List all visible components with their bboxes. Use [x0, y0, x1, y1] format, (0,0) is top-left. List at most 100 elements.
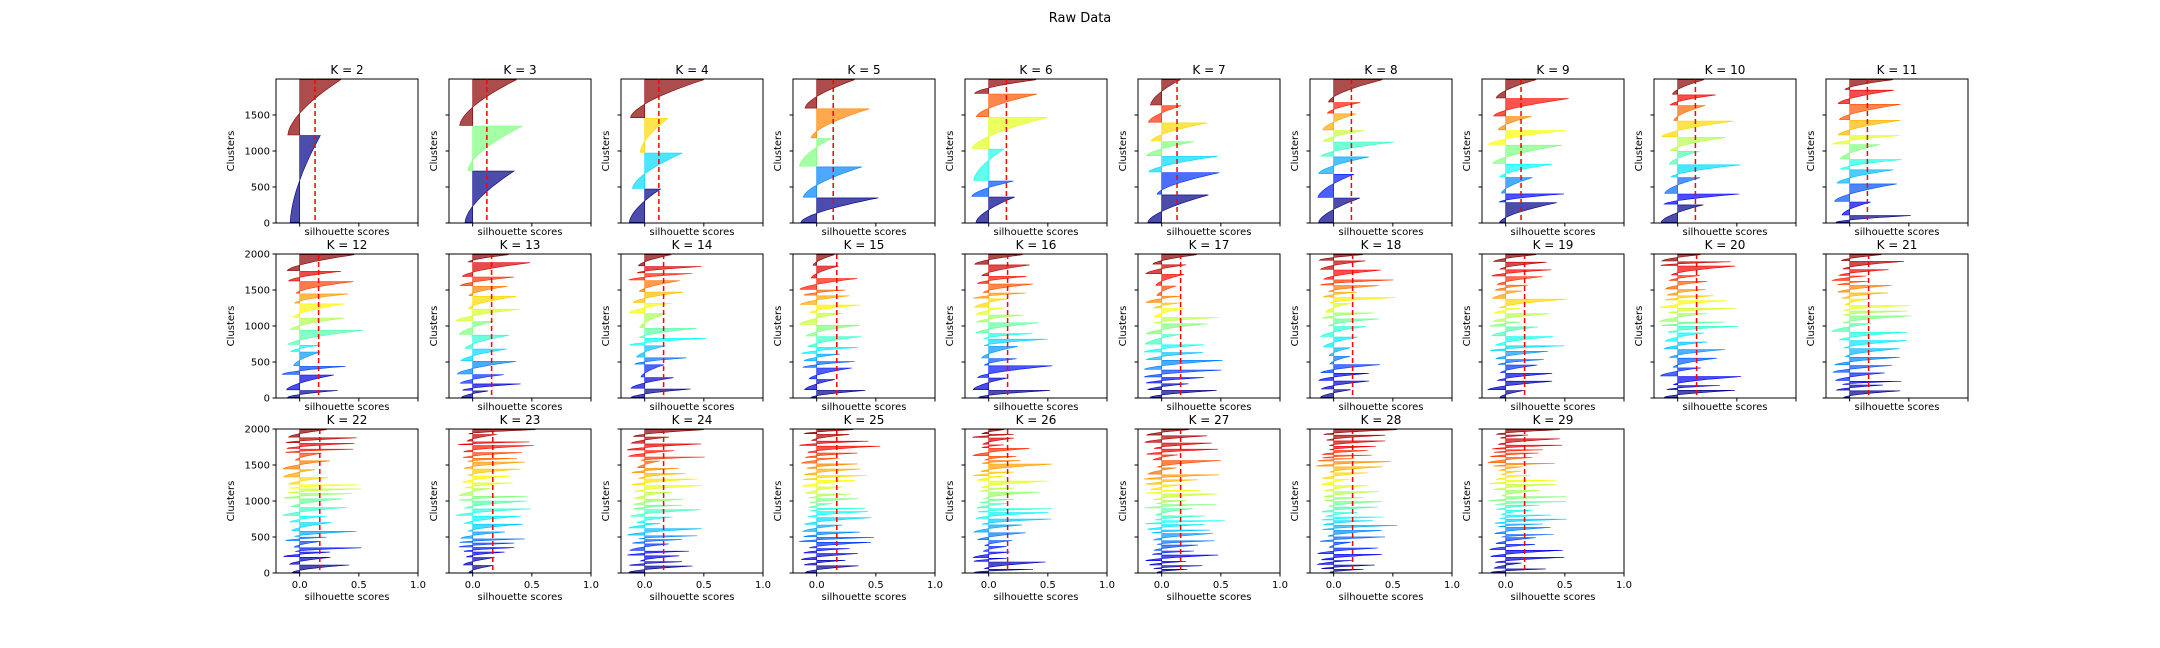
silhouette-cluster-15 [1155, 274, 1184, 286]
silhouette-bands [628, 254, 707, 398]
silhouette-cluster-1 [1156, 569, 1188, 573]
silhouette-bands [1318, 254, 1396, 398]
silhouette-cluster-15 [1156, 500, 1187, 504]
silhouette-cluster-12 [1325, 512, 1358, 517]
silhouette-cluster-24 [633, 429, 704, 437]
silhouette-cluster-18 [1488, 479, 1557, 484]
silhouette-cluster-4 [293, 351, 321, 366]
x-axis-label: silhouette scores [305, 227, 390, 238]
x-axis-label: silhouette scores [1511, 402, 1596, 413]
panel-title: K = 29 [1533, 413, 1574, 427]
silhouette-cluster-3 [639, 118, 669, 153]
silhouette-cluster-12 [628, 273, 693, 281]
silhouette-cluster-14 [983, 491, 1040, 499]
silhouette-cluster-9 [1495, 79, 1537, 99]
silhouette-cluster-16 [1153, 493, 1218, 500]
silhouette-cluster-16 [974, 254, 1023, 265]
y-axis-label: Clusters [1118, 131, 1129, 172]
silhouette-cluster-15 [1324, 497, 1363, 502]
silhouette-cluster-11 [1844, 79, 1894, 90]
silhouette-cluster-1 [1660, 204, 1704, 223]
y-axis-label: Clusters [1290, 481, 1301, 522]
silhouette-cluster-9 [289, 515, 327, 523]
silhouette-cluster-1 [286, 390, 338, 398]
x-tick-label: 0.0 [981, 580, 997, 591]
y-axis-label: Clusters [1462, 306, 1473, 347]
silhouette-cluster-27 [1326, 434, 1386, 441]
silhouette-cluster-1 [1499, 202, 1557, 223]
x-axis-label: silhouette scores [478, 402, 563, 413]
silhouette-cluster-15 [1494, 284, 1528, 291]
silhouette-bands [1317, 79, 1394, 223]
silhouette-cluster-1 [978, 390, 1051, 398]
silhouette-cluster-10 [282, 507, 348, 516]
panel-title: K = 25 [844, 413, 885, 427]
silhouette-bands [1831, 254, 1912, 398]
silhouette-cluster-12 [1329, 297, 1396, 303]
x-tick-label: 1.0 [755, 580, 771, 591]
silhouette-cluster-8 [1843, 340, 1907, 349]
silhouette-bands [798, 254, 866, 398]
silhouette-cluster-13 [458, 488, 491, 496]
panel-k26: K = 26 0.0 0.5 1.0 silhouette scores Clusters [945, 413, 1115, 603]
axes-frame [1825, 253, 1969, 399]
silhouette-cluster-10 [468, 286, 508, 296]
silhouette-cluster-15 [979, 487, 1015, 492]
x-tick-label: 0.5 [1385, 580, 1401, 591]
silhouette-cluster-17 [802, 475, 867, 480]
silhouette-cluster-26 [1329, 440, 1386, 446]
silhouette-cluster-27 [1498, 438, 1560, 445]
silhouette-cluster-15 [287, 477, 329, 485]
y-axis-label: Clusters [601, 131, 612, 172]
y-axis-label: Clusters [1462, 131, 1473, 172]
silhouette-cluster-10 [1831, 323, 1872, 332]
silhouette-cluster-14 [1156, 285, 1177, 296]
x-tick-label: 0.5 [868, 580, 884, 591]
silhouette-cluster-8 [467, 523, 524, 532]
silhouette-cluster-13 [1498, 298, 1567, 308]
x-tick-label: 0.0 [465, 580, 481, 591]
silhouette-cluster-18 [804, 468, 861, 476]
axes-frame [620, 428, 764, 574]
silhouette-cluster-15 [981, 264, 1030, 276]
panel-k12: K = 12 silhouette scores 0 500 1000 1500 2000 C… [226, 238, 419, 413]
y-axis-label: Clusters [945, 481, 956, 522]
y-axis-label: Clusters [1806, 131, 1817, 172]
silhouette-cluster-24 [810, 434, 850, 441]
silhouette-cluster-13 [1145, 295, 1181, 303]
silhouette-cluster-10 [808, 304, 861, 313]
panel-k22: K = 22 0.0 0.5 1.0 silhouette scores 0 500 1000… [226, 413, 426, 603]
silhouette-cluster-12 [972, 292, 1026, 299]
silhouette-cluster-2 [803, 560, 846, 566]
silhouette-cluster-6 [632, 539, 683, 544]
silhouette-cluster-1 [1149, 390, 1217, 398]
silhouette-cluster-17 [1323, 485, 1370, 492]
silhouette-cluster-1 [1664, 390, 1735, 398]
x-tick-label: 0.5 [696, 580, 712, 591]
x-axis-label: silhouette scores [305, 402, 390, 413]
y-tick-label: 1000 [245, 497, 270, 508]
silhouette-cluster-17 [282, 460, 331, 470]
silhouette-cluster-4 [1144, 369, 1222, 378]
silhouette-cluster-3 [281, 366, 346, 375]
y-axis-label: Clusters [429, 306, 440, 347]
x-axis-label: silhouette scores [1683, 402, 1768, 413]
panel-title: K = 13 [500, 238, 541, 252]
silhouette-bands [1143, 254, 1223, 398]
silhouette-cluster-14 [1664, 295, 1714, 301]
y-axis-label: Clusters [1290, 306, 1301, 347]
axes-frame [448, 78, 592, 224]
silhouette-cluster-1 [800, 197, 879, 223]
silhouette-cluster-4 [463, 547, 515, 552]
x-tick-label: 1.0 [1272, 580, 1288, 591]
silhouette-cluster-3 [640, 364, 665, 378]
silhouette-cluster-1 [291, 564, 350, 573]
silhouette-bands [972, 429, 1052, 573]
silhouette-cluster-9 [1838, 104, 1901, 120]
silhouette-cluster-21 [1316, 461, 1391, 467]
silhouette-cluster-8 [1153, 533, 1214, 541]
y-tick-label: 0 [264, 569, 270, 580]
silhouette-bands [287, 79, 342, 223]
silhouette-cluster-18 [1320, 478, 1351, 486]
panel-title: K = 26 [1016, 413, 1057, 427]
